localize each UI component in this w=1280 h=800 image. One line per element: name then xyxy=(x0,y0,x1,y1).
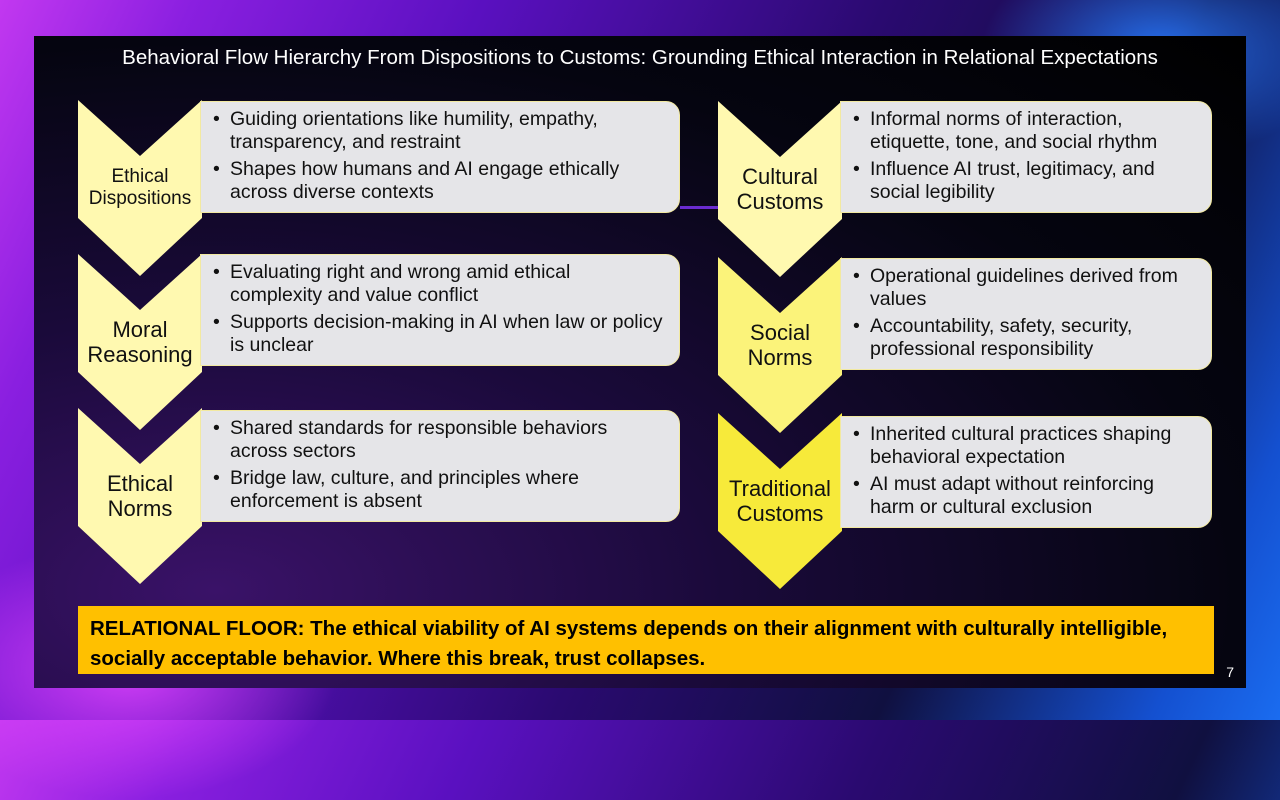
bullet-item: • Informal norms of interaction, etiquett… xyxy=(853,108,1158,153)
chevron-traditional-customs: Traditional Customs xyxy=(718,413,842,589)
chevron-label: Traditional Customs xyxy=(729,475,831,526)
bullet-item: • Influence AI trust, legitimacy, and soc… xyxy=(853,158,1155,203)
bullet-item: • Supports decision-making in AI when law… xyxy=(213,311,663,356)
description-box-social-norms: • Operational guidelines derived from val… xyxy=(840,258,1212,370)
description-box-ethical-norms: • Shared standards for responsible behavi… xyxy=(200,410,680,522)
description-box-ethical-dispositions: • Guiding orientations like humility, emp… xyxy=(200,101,680,213)
chevron-social-norms: Social Norms xyxy=(718,257,842,433)
bullet-item: • Shared standards for responsible behavi… xyxy=(213,417,608,462)
chevron-ethical-norms: Ethical Norms xyxy=(78,408,202,584)
bullet-item: • Evaluating right and wrong amid ethical… xyxy=(213,261,571,306)
page-number: 7 xyxy=(1226,664,1234,680)
bullet-item: • Operational guidelines derived from val… xyxy=(853,265,1178,310)
chevron-label: Ethical Norms xyxy=(106,470,174,521)
bullet-item: • Accountability, safety, security, profe… xyxy=(853,315,1133,360)
bullet-item: • Inherited cultural practices shaping be… xyxy=(853,423,1172,468)
chevron-cultural-customs: Cultural Customs xyxy=(718,101,842,277)
bullet-item: • Bridge law, culture, and principles whe… xyxy=(213,467,580,512)
chevron-ethical-dispositions: Ethical Dispositions xyxy=(78,100,202,276)
bullet-item: • Guiding orientations like humility, emp… xyxy=(213,108,598,153)
bullet-item: • AI must adapt without reinforcing harm … xyxy=(853,473,1154,518)
chevron-label: Cultural Customs xyxy=(736,163,824,214)
chevron-label: Social Norms xyxy=(747,319,813,370)
relational-floor-banner: RELATIONAL FLOOR: The ethical viability … xyxy=(78,606,1214,674)
description-box-moral-reasoning: • Evaluating right and wrong amid ethical… xyxy=(200,254,680,366)
chevron-label: Moral Reasoning xyxy=(87,316,193,367)
description-box-traditional-customs: • Inherited cultural practices shaping be… xyxy=(840,416,1212,528)
chevron-label: Ethical Dispositions xyxy=(88,166,192,209)
slide-title: Behavioral Flow Hierarchy From Dispositi… xyxy=(122,46,1158,69)
bullet-item: • Shapes how humans and AI engage ethical… xyxy=(213,158,620,203)
connector-line xyxy=(680,206,720,209)
description-box-cultural-customs: • Informal norms of interaction, etiquett… xyxy=(840,101,1212,213)
chevron-moral-reasoning: Moral Reasoning xyxy=(78,254,202,430)
slide-panel: Behavioral Flow Hierarchy From Dispositi… xyxy=(34,36,1246,688)
